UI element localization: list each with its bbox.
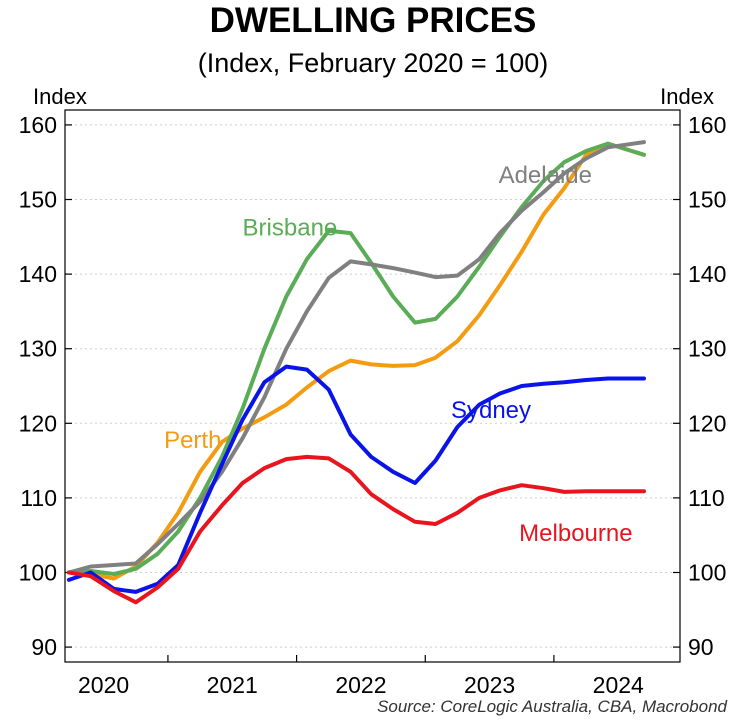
y-tick-label-right: 130	[688, 336, 726, 362]
y-tick-label-right: 120	[688, 410, 726, 436]
series-label-sydney: Sydney	[451, 397, 531, 424]
series-line-sydney	[66, 364, 646, 594]
y-axis-ticks: 90 90 100 100 110 110 120 120 130 130 140 140 150 150…	[19, 112, 727, 660]
x-tick-label: 2021	[207, 672, 258, 698]
y-tick-label-left: 130	[19, 336, 57, 362]
x-tick-label: 2024	[593, 672, 644, 698]
y-tick-label-right: 140	[688, 261, 726, 287]
series-labels: Adelaide Brisbane Perth Sydney Melbourne	[164, 162, 633, 547]
y-tick-label-right: 150	[688, 187, 726, 213]
y-tick-label-left: 160	[19, 112, 57, 138]
plot-frame	[64, 109, 681, 663]
x-tick-label: 2023	[464, 672, 515, 698]
series-label-adelaide: Adelaide	[499, 162, 592, 189]
series-label-brisbane: Brisbane	[243, 214, 338, 241]
left-axis-unit-label: Index	[33, 84, 87, 109]
series-line-perth	[66, 141, 646, 581]
gridlines	[65, 124, 680, 648]
y-tick-label-left: 140	[19, 261, 57, 287]
y-tick-label-right: 110	[688, 485, 725, 511]
source-note: Source: CoreLogic Australia, CBA, Macrob…	[377, 697, 727, 716]
y-tick-label-right: 160	[688, 112, 726, 138]
y-tick-label-left: 120	[19, 410, 57, 436]
y-tick-label-right: 100	[688, 559, 726, 585]
chart-subtitle: (Index, February 2020 = 100)	[198, 48, 548, 78]
y-tick-label-left: 90	[31, 634, 57, 660]
series-label-melbourne: Melbourne	[519, 520, 632, 547]
series-line-melbourne	[66, 454, 646, 605]
series-lines	[66, 140, 646, 605]
y-tick-label-right: 90	[688, 634, 714, 660]
y-tick-label-left: 100	[19, 559, 57, 585]
right-axis-unit-label: Index	[660, 84, 714, 109]
y-tick-label-left: 110	[20, 485, 57, 511]
x-tick-label: 2022	[335, 672, 386, 698]
y-tick-label-left: 150	[19, 187, 57, 213]
series-label-perth: Perth	[164, 427, 221, 454]
series-line-adelaide	[66, 140, 646, 575]
series-line-brisbane	[66, 141, 646, 576]
x-tick-label: 2020	[78, 672, 129, 698]
x-axis-ticks: 2020 2021 2022 2023 2024	[78, 655, 644, 698]
chart-title: DWELLING PRICES	[210, 1, 537, 40]
